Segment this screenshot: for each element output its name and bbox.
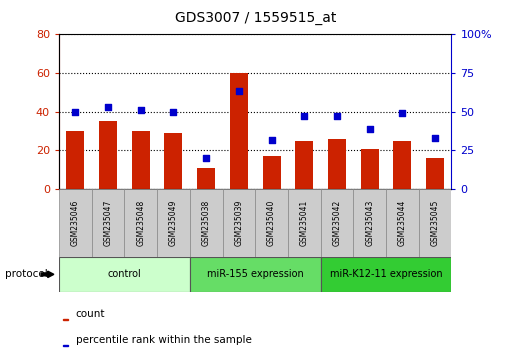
Bar [165, 133, 183, 189]
Bar [361, 149, 379, 189]
Point [366, 126, 374, 131]
Bar [92, 189, 125, 257]
Point [104, 104, 112, 110]
Text: percentile rank within the sample: percentile rank within the sample [75, 335, 251, 345]
Bar [190, 189, 223, 257]
Text: protocol: protocol [5, 269, 48, 279]
Point [333, 113, 341, 119]
Bar [99, 121, 117, 189]
Bar [197, 168, 215, 189]
Bar [124, 189, 157, 257]
Text: GSM235049: GSM235049 [169, 200, 178, 246]
Point [267, 137, 275, 142]
Point [431, 135, 439, 141]
Text: GSM235038: GSM235038 [202, 200, 211, 246]
Text: GSM235046: GSM235046 [71, 200, 80, 246]
Bar [66, 131, 84, 189]
Point [136, 107, 145, 113]
Text: GSM235045: GSM235045 [430, 200, 440, 246]
Bar [230, 73, 248, 189]
Point [71, 109, 80, 114]
Point [300, 113, 308, 119]
Bar [63, 345, 68, 346]
Bar [157, 189, 190, 257]
Bar [321, 257, 451, 292]
Text: count: count [75, 309, 105, 319]
Bar [255, 189, 288, 257]
Bar [63, 319, 68, 320]
Bar [426, 158, 444, 189]
Bar [59, 189, 92, 257]
Text: GSM235048: GSM235048 [136, 200, 145, 246]
Bar [328, 139, 346, 189]
Bar [386, 189, 419, 257]
Text: GSM235041: GSM235041 [300, 200, 309, 246]
Text: control: control [108, 269, 141, 279]
Bar [59, 257, 190, 292]
Bar [419, 189, 451, 257]
Text: GSM235042: GSM235042 [332, 200, 342, 246]
Bar [132, 131, 150, 189]
Text: miR-K12-11 expression: miR-K12-11 expression [330, 269, 442, 279]
Bar [321, 189, 353, 257]
Bar [223, 189, 255, 257]
Bar [353, 189, 386, 257]
Text: miR-155 expression: miR-155 expression [207, 269, 304, 279]
Point [202, 155, 210, 161]
Bar [393, 141, 411, 189]
Text: GSM235047: GSM235047 [104, 200, 112, 246]
Bar [190, 257, 321, 292]
Point [235, 88, 243, 94]
Point [398, 110, 406, 116]
Text: GSM235040: GSM235040 [267, 200, 276, 246]
Bar [288, 189, 321, 257]
Bar [295, 141, 313, 189]
Point [169, 109, 177, 114]
Bar [263, 156, 281, 189]
Text: GDS3007 / 1559515_at: GDS3007 / 1559515_at [174, 11, 336, 25]
Text: GSM235039: GSM235039 [234, 200, 243, 246]
Text: GSM235044: GSM235044 [398, 200, 407, 246]
Text: GSM235043: GSM235043 [365, 200, 374, 246]
